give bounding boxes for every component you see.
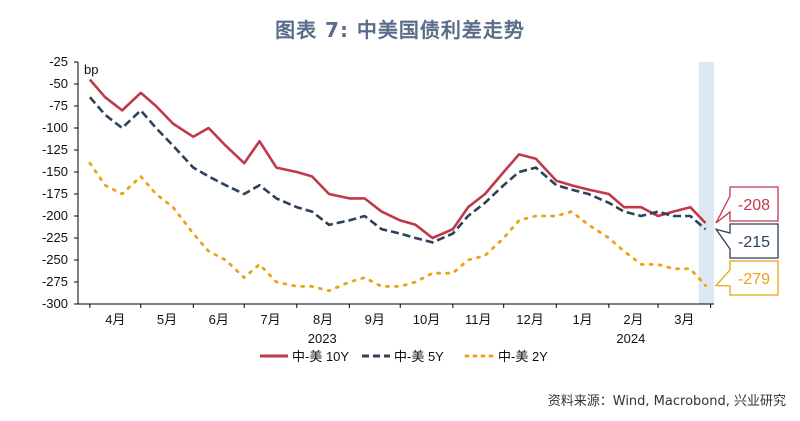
source-note: 资料来源：Wind, Macrobond, 兴业研究 bbox=[547, 394, 786, 409]
series-line-3 bbox=[88, 161, 707, 293]
end-value-label: -279 bbox=[738, 271, 770, 288]
y-tick-label: -250 bbox=[42, 252, 68, 267]
x-tick-label: 9月 bbox=[365, 312, 385, 327]
x-tick-label: 6月 bbox=[209, 312, 229, 327]
end-value-callout bbox=[714, 223, 779, 259]
legend-label-3: 中-美 2Y bbox=[498, 349, 548, 364]
end-value-label: -215 bbox=[738, 234, 770, 251]
x-year-label: 2023 bbox=[308, 331, 337, 346]
x-tick-label: 12月 bbox=[516, 312, 543, 327]
x-tick-label: 5月 bbox=[157, 312, 177, 327]
x-tick-label: 10月 bbox=[413, 312, 440, 327]
y-tick-label: -25 bbox=[49, 54, 68, 69]
x-tick-label: 2月 bbox=[623, 312, 643, 327]
series-line-1 bbox=[88, 78, 707, 240]
x-year-label: 2024 bbox=[616, 331, 645, 346]
x-tick-label: 7月 bbox=[260, 312, 280, 327]
end-value-badge: -208 bbox=[715, 186, 779, 224]
end-value-badge: -279 bbox=[714, 260, 779, 296]
end-value-callout bbox=[715, 186, 779, 224]
y-tick-label: -275 bbox=[42, 274, 68, 289]
y-tick-label: -50 bbox=[49, 76, 68, 91]
x-tick-label: 3月 bbox=[674, 312, 694, 327]
y-tick-label: -75 bbox=[49, 98, 68, 113]
y-tick-label: -200 bbox=[42, 208, 68, 223]
legend-label-1: 中-美 10Y bbox=[292, 349, 349, 364]
end-value-callout bbox=[714, 260, 779, 296]
series-line-2 bbox=[88, 96, 707, 244]
x-tick-label: 1月 bbox=[572, 312, 592, 327]
y-tick-label: -225 bbox=[42, 230, 68, 245]
page-title: 图表 7: 中美国债利差走势 bbox=[275, 18, 525, 42]
x-tick-label: 11月 bbox=[465, 312, 492, 327]
end-value-label: -208 bbox=[738, 197, 770, 214]
highlight-band bbox=[698, 62, 714, 304]
y-unit-label: bp bbox=[84, 62, 98, 77]
y-tick-label: -300 bbox=[42, 296, 68, 311]
legend-label-2: 中-美 5Y bbox=[394, 349, 444, 364]
x-tick-label: 8月 bbox=[313, 312, 333, 327]
y-tick-label: -150 bbox=[42, 164, 68, 179]
y-tick-label: -125 bbox=[42, 142, 68, 157]
end-value-badge: -215 bbox=[714, 223, 779, 259]
y-tick-label: -175 bbox=[42, 186, 68, 201]
x-tick-label: 4月 bbox=[105, 312, 125, 327]
y-tick-label: -100 bbox=[42, 120, 68, 135]
